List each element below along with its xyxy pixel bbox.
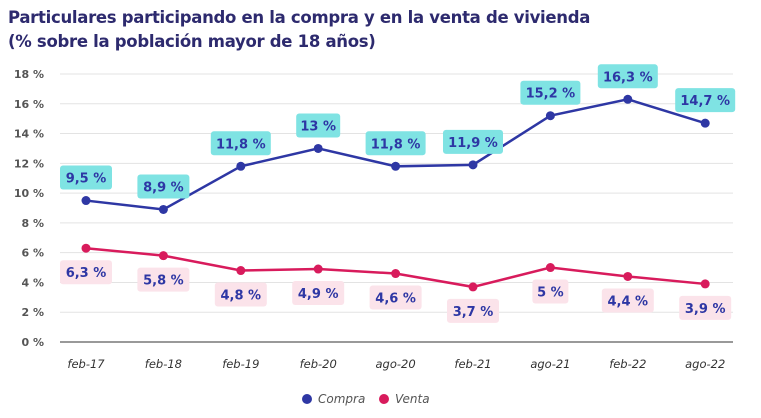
data-point (468, 160, 478, 170)
x-tick-label: ago-20 (376, 357, 416, 371)
y-tick-label: 4 % (21, 276, 44, 289)
data-point (158, 204, 168, 214)
y-tick-label: 14 % (14, 128, 44, 141)
data-label-box (292, 281, 345, 306)
y-tick-label: 6 % (21, 247, 44, 260)
data-label: 15,2 % (526, 87, 576, 102)
data-label: 11,8 % (371, 137, 421, 152)
data-label: 16,3 % (603, 70, 653, 85)
data-label-box (443, 129, 503, 154)
x-tick-label: feb-18 (145, 357, 182, 371)
y-tick-label: 16 % (14, 98, 44, 111)
data-label: 11,9 % (448, 136, 498, 151)
data-point (313, 264, 323, 274)
data-point (623, 271, 633, 281)
data-point (391, 269, 401, 279)
data-label-box (60, 165, 112, 190)
data-point (236, 266, 246, 276)
data-label-box (532, 279, 569, 304)
legend-label: Venta (395, 392, 430, 406)
data-label: 4,6 % (375, 292, 416, 307)
data-label: 3,9 % (685, 302, 726, 317)
subtitle-line: (% sobre la población mayor de 18 años) (8, 32, 376, 51)
data-point (81, 196, 91, 206)
data-label-box (137, 267, 190, 292)
data-point (81, 243, 91, 253)
data-label-box (369, 285, 422, 310)
data-point (391, 161, 401, 171)
data-label: 13 % (300, 119, 336, 134)
data-label-box (675, 88, 736, 113)
legend-marker (379, 394, 389, 404)
y-tick-label: 12 % (14, 157, 44, 170)
data-point (700, 279, 710, 289)
data-label: 11,8 % (216, 137, 266, 152)
data-label-box (296, 113, 341, 138)
legend-marker (302, 394, 312, 404)
data-label-box (210, 131, 271, 156)
x-tick-label: ago-22 (685, 357, 725, 371)
y-tick-label: 2 % (21, 306, 44, 319)
data-label-box (601, 288, 654, 313)
data-label: 8,9 % (143, 180, 184, 195)
chart-title: Particulares participando en la compra y… (8, 6, 590, 54)
x-tick-label: feb-22 (609, 357, 646, 371)
data-point (158, 251, 168, 261)
y-tick-label: 10 % (14, 187, 44, 200)
data-point (545, 111, 555, 121)
data-point (545, 263, 555, 273)
data-label-box (447, 298, 499, 323)
data-label: 4,9 % (298, 287, 339, 302)
x-tick-label: feb-21 (454, 357, 491, 371)
data-label-box (365, 131, 426, 156)
title-line: Particulares participando en la compra y… (8, 8, 591, 27)
data-label: 6,3 % (66, 266, 107, 281)
data-label-box (679, 295, 732, 320)
data-label-box (60, 260, 112, 285)
data-label: 5 % (537, 286, 564, 301)
y-tick-label: 0 % (21, 336, 44, 349)
x-tick-label: feb-17 (67, 357, 105, 371)
data-label: 5,8 % (143, 274, 184, 289)
x-tick-label: feb-19 (222, 357, 259, 371)
data-label: 14,7 % (680, 94, 730, 109)
data-label-box (137, 174, 190, 199)
y-tick-label: 8 % (21, 217, 44, 230)
data-point (623, 94, 633, 104)
data-label-box (520, 80, 581, 105)
data-point (700, 118, 710, 128)
legend-label: Compra (318, 392, 365, 406)
data-label: 4,4 % (608, 294, 649, 309)
data-label: 9,5 % (66, 172, 107, 187)
y-tick-label: 18 % (14, 68, 44, 81)
data-label: 4,8 % (221, 289, 262, 304)
data-point (236, 161, 246, 171)
data-point (313, 143, 323, 153)
data-label: 3,7 % (453, 305, 494, 320)
data-label-box (597, 64, 658, 89)
data-point (468, 282, 478, 292)
x-tick-label: feb-20 (300, 357, 337, 371)
x-tick-label: ago-21 (530, 357, 570, 371)
data-label-box (214, 282, 267, 307)
